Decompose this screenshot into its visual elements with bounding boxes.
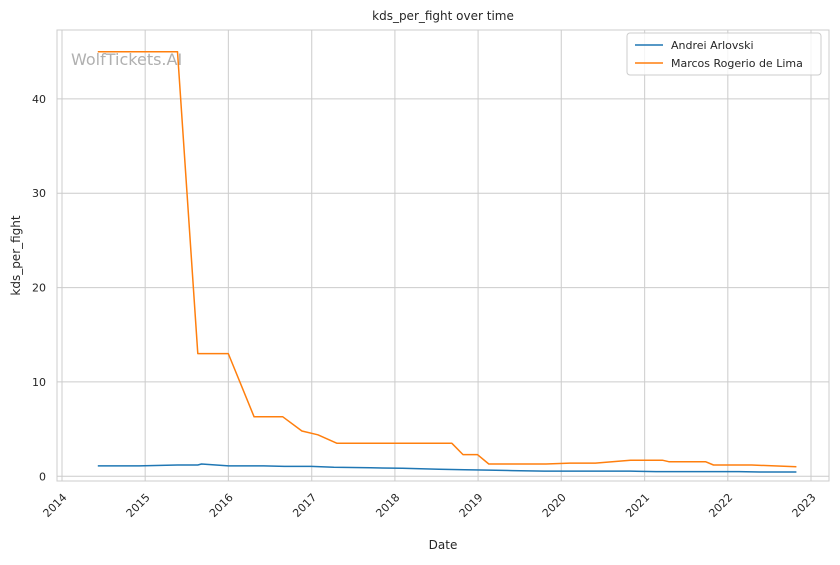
y-tick-label: 10 xyxy=(32,376,46,389)
grid xyxy=(57,30,829,481)
series-lines xyxy=(97,50,797,473)
y-axis-title: kds_per_fight xyxy=(9,215,23,296)
y-tick-label: 30 xyxy=(32,187,46,200)
y-tick-label: 0 xyxy=(39,470,46,483)
legend-box xyxy=(626,32,822,76)
chart-title: kds_per_fight over time xyxy=(372,9,514,23)
y-tick-label: 40 xyxy=(32,93,46,106)
legend: Andrei Arlovski Marcos Rogerio de Lima xyxy=(626,32,822,76)
legend-label: Marcos Rogerio de Lima xyxy=(671,57,803,70)
series-line-marcos-rogerio-de-lima xyxy=(97,50,797,468)
x-axis-title: Date xyxy=(429,538,458,552)
y-tick-label: 20 xyxy=(32,282,46,295)
legend-label: Andrei Arlovski xyxy=(671,39,754,52)
y-tick-labels: 0 10 20 30 40 xyxy=(32,93,46,483)
plot-frame xyxy=(56,29,830,482)
series-line-andrei-arlovski xyxy=(97,463,797,473)
watermark-text: WolfTickets.AI xyxy=(71,50,182,69)
